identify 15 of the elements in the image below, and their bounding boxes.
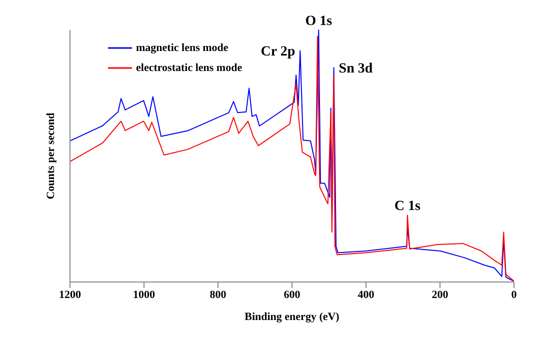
annotation: O 1s (305, 14, 333, 29)
legend-label: magnetic lens mode (136, 41, 228, 56)
x-axis-title: Binding energy (eV) (244, 311, 340, 323)
x-tick-label: 1000 (133, 288, 156, 301)
annotation: Sn 3d (338, 62, 373, 77)
y-axis-title: Counts per second (44, 112, 57, 200)
annotation: C 1s (394, 199, 422, 214)
annotation: Cr 2p (260, 44, 296, 60)
x-tick-label: 0 (511, 288, 518, 301)
x-tick-label: 600 (284, 288, 301, 301)
legend-label: electrostatic lens mode (136, 61, 242, 76)
x-tick-label: 400 (358, 288, 375, 301)
x-tick-label: 1200 (59, 288, 82, 301)
x-tick-label: 200 (432, 288, 449, 301)
x-tick-label: 800 (210, 288, 227, 301)
